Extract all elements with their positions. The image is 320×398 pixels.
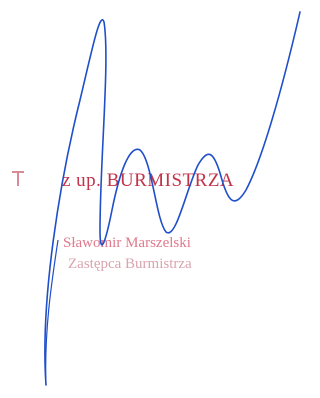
document-page: z up. BURMISTRZA Sławomir Marszelski Zas… [0, 0, 311, 398]
signature [45, 12, 300, 385]
signature-stroke [46, 240, 58, 385]
stamp-mark [12, 172, 24, 186]
signature-layer [0, 0, 311, 398]
